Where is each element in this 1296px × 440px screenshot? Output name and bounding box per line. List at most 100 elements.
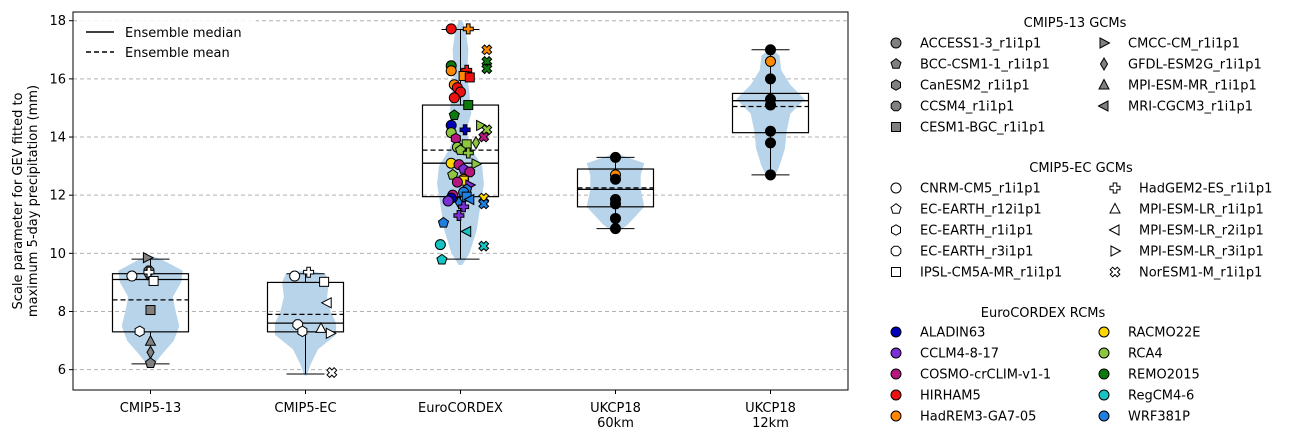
ytick-label-18: 18 (49, 14, 66, 29)
data-point-4-84 (765, 73, 776, 85)
data-point-2-41 (478, 131, 490, 143)
legend-label-rcm-col2-2: REMO2015 (1128, 368, 1200, 383)
legend-label-cmip5_13-col1-2: CanESM2_r1i1p1 (920, 79, 1030, 94)
legend-label-cmip5_ec-col1-4: IPSL-CM5A-MR_r1i1p1 (920, 266, 1062, 281)
legend-label-rcm-col2-4: WRF381P (1128, 410, 1190, 425)
legend-label-rcm-col1-1: CCLM4-8-17 (920, 347, 999, 362)
legend-median-label: Ensemble median (125, 26, 242, 41)
legend-marker-cmip5_ec-col1-1 (890, 203, 902, 214)
data-point-3-75 (610, 151, 621, 163)
legend-label-cmip5_ec-col1-0: CNRM-CM5_r1i1p1 (920, 182, 1041, 197)
legend-label-cmip5_ec-col2-0: HadGEM2-ES_r1i1p1 (1139, 182, 1272, 197)
data-point-3-77 (610, 173, 621, 185)
legend-marker-rcm-col1-3 (890, 389, 902, 401)
data-point-1-17 (315, 321, 327, 333)
legend-label-cmip5_ec-col1-2: EC-EARTH_r1i1p1 (920, 224, 1033, 239)
median-mean-legend: Ensemble median Ensemble mean (78, 18, 256, 66)
legend-label-cmip5_13-col2-1: GFDL-ESM2G_r1i1p1 (1128, 58, 1262, 73)
legend-label-cmip5_13-col1-3: CCSM4_r1i1p1 (920, 100, 1014, 115)
ylabel-line-1: Scale parameter for GEV fitted to (11, 92, 26, 309)
legend-label-rcm-col2-0: RACMO22E (1128, 326, 1200, 341)
axes: 6 8 10 12 14 16 18 CMIP5-13 CMIP5-EC EuroCORDEX UK… (49, 14, 795, 431)
data-point-2-69 (453, 210, 465, 221)
legend-marker-rcm-col1-4 (890, 410, 902, 422)
ytick-label-16: 16 (49, 72, 66, 87)
model-legends: CMIP5-13 GCMs CMIP5-EC GCMs EuroCORDEX R… (890, 16, 1272, 425)
data-point-2-68 (458, 201, 470, 213)
data-point-2-49 (471, 157, 483, 170)
data-point-0-10 (134, 325, 145, 338)
legend-marker-rcm-col1-0 (890, 326, 902, 338)
legend-marker-cmip5_13-col1-3 (890, 100, 902, 112)
data-point-2-38 (459, 124, 471, 136)
data-point-2-47 (462, 147, 474, 159)
scatter-points (126, 23, 776, 379)
legend-label-rcm-col2-3: RegCM4-6 (1128, 389, 1194, 404)
data-point-1-11 (289, 270, 301, 282)
legend-title-rcm: EuroCORDEX RCMs (981, 306, 1106, 321)
data-point-0-3 (145, 305, 156, 316)
data-point-2-29 (464, 72, 475, 83)
violin-3 (586, 154, 645, 233)
legend-label-rcm-col1-4: HadREM3-GA7-05 (920, 410, 1036, 425)
data-point-2-73 (478, 240, 490, 252)
violin-4 (736, 49, 805, 181)
legend-marker-cmip5_ec-col1-4 (891, 267, 901, 277)
legend-marker-rcm-col2-1 (1098, 347, 1110, 359)
legend-marker-cmip5_ec-col1-2 (891, 224, 901, 236)
data-point-2-33 (448, 92, 460, 104)
data-point-2-20 (445, 23, 457, 35)
legend-marker-cmip5_ec-col1-0 (890, 182, 902, 194)
data-point-4-82 (765, 44, 776, 56)
data-point-2-64 (442, 195, 454, 207)
data-point-2-24 (481, 63, 493, 75)
ytick-label-8: 8 (58, 305, 66, 320)
data-point-2-26 (445, 65, 457, 77)
legend-marker-rcm-col2-0 (1098, 326, 1110, 338)
data-point-0-4 (144, 334, 157, 346)
data-point-4-86 (765, 99, 776, 111)
legend-marker-cmip5_13-col2-3 (1097, 100, 1109, 112)
legend-frame (78, 18, 256, 66)
legend-mean-label: Ensemble mean (125, 46, 230, 61)
data-point-4-83 (765, 55, 776, 67)
data-point-2-35 (448, 109, 460, 120)
data-point-0-6 (144, 357, 157, 368)
data-point-0-9 (148, 275, 159, 286)
xtick-label-2-0: EuroCORDEX (418, 401, 503, 416)
ytick-label-12: 12 (49, 189, 66, 204)
data-point-4-88 (765, 137, 776, 149)
legend-marker-cmip5_13-col2-2 (1098, 78, 1110, 90)
data-point-1-14 (320, 296, 332, 309)
legend-label-rcm-col1-3: HIRHAM5 (920, 389, 981, 404)
xtick-label-0-0: CMIP5-13 (120, 401, 181, 416)
data-point-1-16 (297, 325, 308, 338)
xtick-label-3-1: 60km (597, 416, 634, 431)
legend-label-rcm-col1-0: ALADIN63 (920, 326, 985, 341)
legend-marker-rcm-col2-2 (1098, 368, 1110, 380)
data-point-2-34 (463, 100, 474, 111)
data-point-3-80 (610, 212, 621, 224)
legend-marker-cmip5_ec-col2-1 (1109, 202, 1121, 214)
legend-label-cmip5_13-col2-2: MPI-ESM-MR_r1i1p1 (1128, 79, 1257, 94)
legend-label-cmip5_13-col1-1: BCC-CSM1-1_r1i1p1 (920, 58, 1050, 73)
xtick-label-4-0: UKCP18 (745, 401, 796, 416)
legend-marker-cmip5_13-col2-0 (1099, 37, 1111, 49)
legend-marker-cmip5_13-col1-1 (890, 58, 902, 69)
ylabel-line-2: maximum 5-day precipitation (mm) (26, 85, 41, 317)
data-point-2-63 (463, 193, 475, 206)
legend-marker-cmip5_ec-col2-4 (1109, 266, 1121, 278)
ytick-label-14: 14 (49, 131, 66, 146)
legend-label-cmip5_13-col2-0: CMCC-CM_r1i1p1 (1128, 37, 1240, 52)
data-point-2-22 (481, 44, 493, 56)
xtick-label-1-0: CMIP5-EC (274, 401, 336, 416)
legend-marker-cmip5_ec-col2-0 (1109, 182, 1121, 194)
legend-marker-cmip5_ec-col2-3 (1110, 245, 1122, 257)
data-point-2-67 (478, 198, 490, 210)
legend-label-cmip5_ec-col2-1: MPI-ESM-LR_r1i1p1 (1139, 203, 1264, 218)
xtick-label-3-0: UKCP18 (590, 401, 641, 416)
legend-marker-cmip5_13-col1-2 (891, 79, 901, 91)
legend-label-cmip5_13-col2-3: MRI-CGCM3_r1i1p1 (1128, 100, 1253, 115)
legend-label-rcm-col1-2: COSMO-crCLIM-v1-1 (920, 368, 1051, 383)
